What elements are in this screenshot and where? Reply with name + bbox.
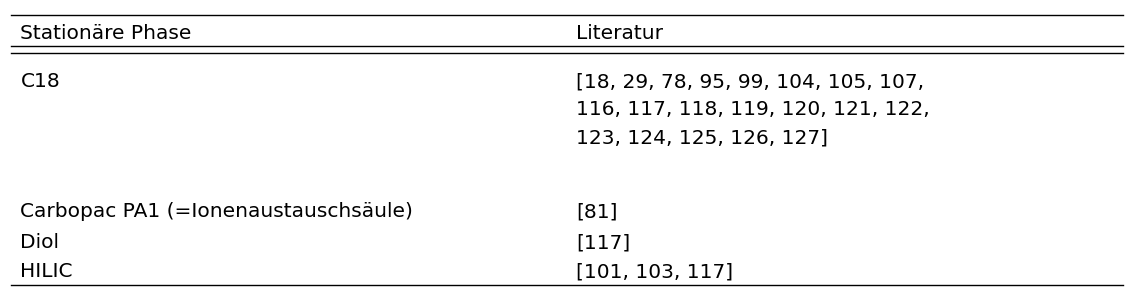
Text: HILIC: HILIC xyxy=(20,263,73,281)
Text: [18, 29, 78, 95, 99, 104, 105, 107,
116, 117, 118, 119, 120, 121, 122,
123, 124,: [18, 29, 78, 95, 99, 104, 105, 107, 116,… xyxy=(576,72,930,147)
Text: Carbopac PA1 (=Ionenaustauschsäule): Carbopac PA1 (=Ionenaustauschsäule) xyxy=(20,202,413,221)
Text: [81]: [81] xyxy=(576,202,618,221)
Text: C18: C18 xyxy=(20,72,60,91)
Text: Literatur: Literatur xyxy=(576,24,663,43)
Text: [101, 103, 117]: [101, 103, 117] xyxy=(576,263,734,281)
Text: Diol: Diol xyxy=(20,233,59,252)
Text: Stationäre Phase: Stationäre Phase xyxy=(20,24,192,43)
Text: [117]: [117] xyxy=(576,233,631,252)
